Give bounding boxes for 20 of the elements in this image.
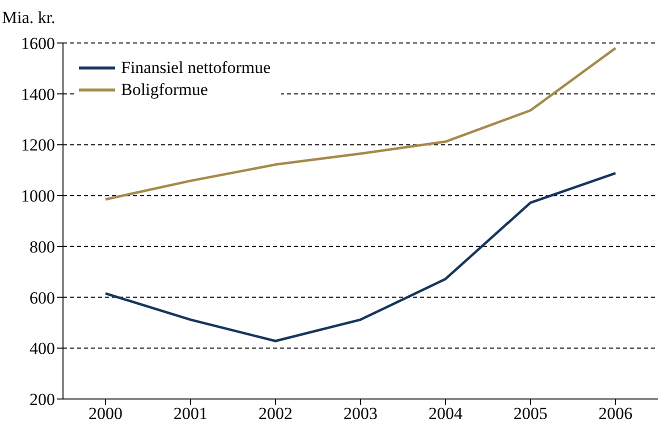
y-tick-label: 600 [30,288,55,308]
y-tick-label: 800 [30,237,55,256]
x-tick-label: 2004 [428,404,463,424]
x-tick-label: 2006 [598,404,632,424]
line-series [104,172,617,342]
y-tick-label: 1200 [21,136,55,155]
x-tick-label: 2000 [88,404,122,424]
line-series [104,46,617,201]
y-tick-label: 400 [30,339,55,358]
y-tick-label: 1000 [21,186,55,206]
x-tick-label: 2003 [344,404,378,424]
y-tick-label: 1400 [21,84,55,104]
y-tick-label: 200 [30,390,55,410]
y-axis-title: Mia. kr. [2,8,56,27]
legend-label: Boligformue [121,79,208,101]
y-tick-label: 1600 [21,34,55,54]
x-tick-label: 2005 [514,404,548,424]
x-tick-label: 2001 [174,404,208,424]
x-tick-label: 2002 [258,404,292,424]
legend-label: Finansiel nettoformue [121,57,271,79]
